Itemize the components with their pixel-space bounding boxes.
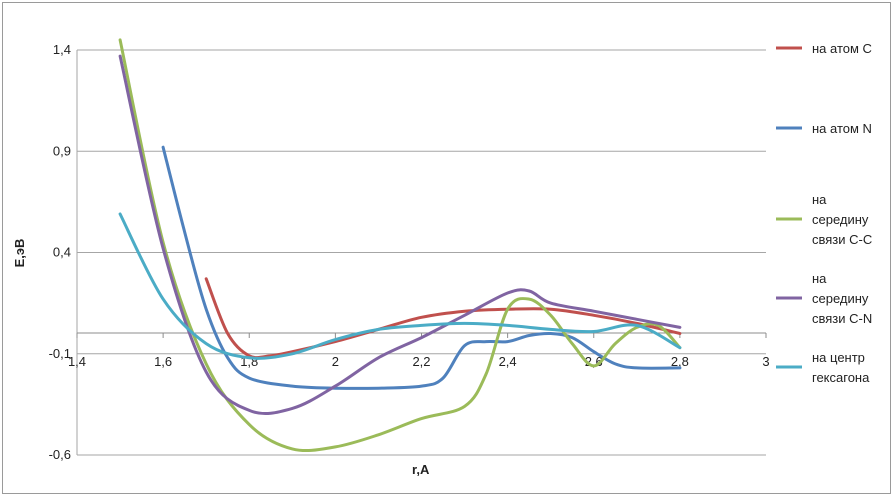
- legend-label-4: на: [812, 271, 827, 286]
- y-tick-labels: 1,4 0,9 0,4 -0,1 -0,6: [49, 42, 71, 462]
- legend-label-3: на: [812, 192, 827, 207]
- x-tick-label: 3: [762, 354, 769, 369]
- y-tick-label: 0,9: [53, 143, 71, 158]
- series-line-2: [161, 145, 682, 390]
- y-tick-label: 0,4: [53, 245, 71, 260]
- x-tick-label: 1,6: [154, 354, 172, 369]
- legend-label-5: на центр: [812, 350, 865, 365]
- x-axis-title: r,A: [412, 462, 430, 477]
- legend-label-3: середину: [812, 212, 869, 227]
- legend-label-2: на атом N: [812, 121, 872, 136]
- gridlines: [76, 49, 766, 456]
- legend-label-4: связи C-N: [812, 311, 872, 326]
- x-tick-label: 2,8: [671, 354, 689, 369]
- x-tick-label: 2,2: [412, 354, 430, 369]
- x-tick-label: 2: [332, 354, 339, 369]
- legend: на атом C на атом N на середину связи C-C на с…: [776, 41, 872, 385]
- y-tick-label: -0,6: [49, 447, 71, 462]
- series-lines: [118, 38, 682, 453]
- x-tick-label: 2,4: [499, 354, 517, 369]
- legend-label-3: связи C-C: [812, 232, 872, 247]
- series-line-3: [118, 38, 682, 453]
- y-tick-label: -0,1: [49, 346, 71, 361]
- legend-label-5: гексагона: [812, 370, 870, 385]
- legend-label-1: на атом C: [812, 41, 872, 56]
- y-axis-title: E,эВ: [12, 239, 27, 268]
- x-tick-label: 1,4: [68, 354, 86, 369]
- series-line-1: [204, 277, 682, 360]
- y-tick-label: 1,4: [53, 42, 71, 57]
- legend-label-4: середину: [812, 291, 869, 306]
- series-line-5: [118, 212, 682, 360]
